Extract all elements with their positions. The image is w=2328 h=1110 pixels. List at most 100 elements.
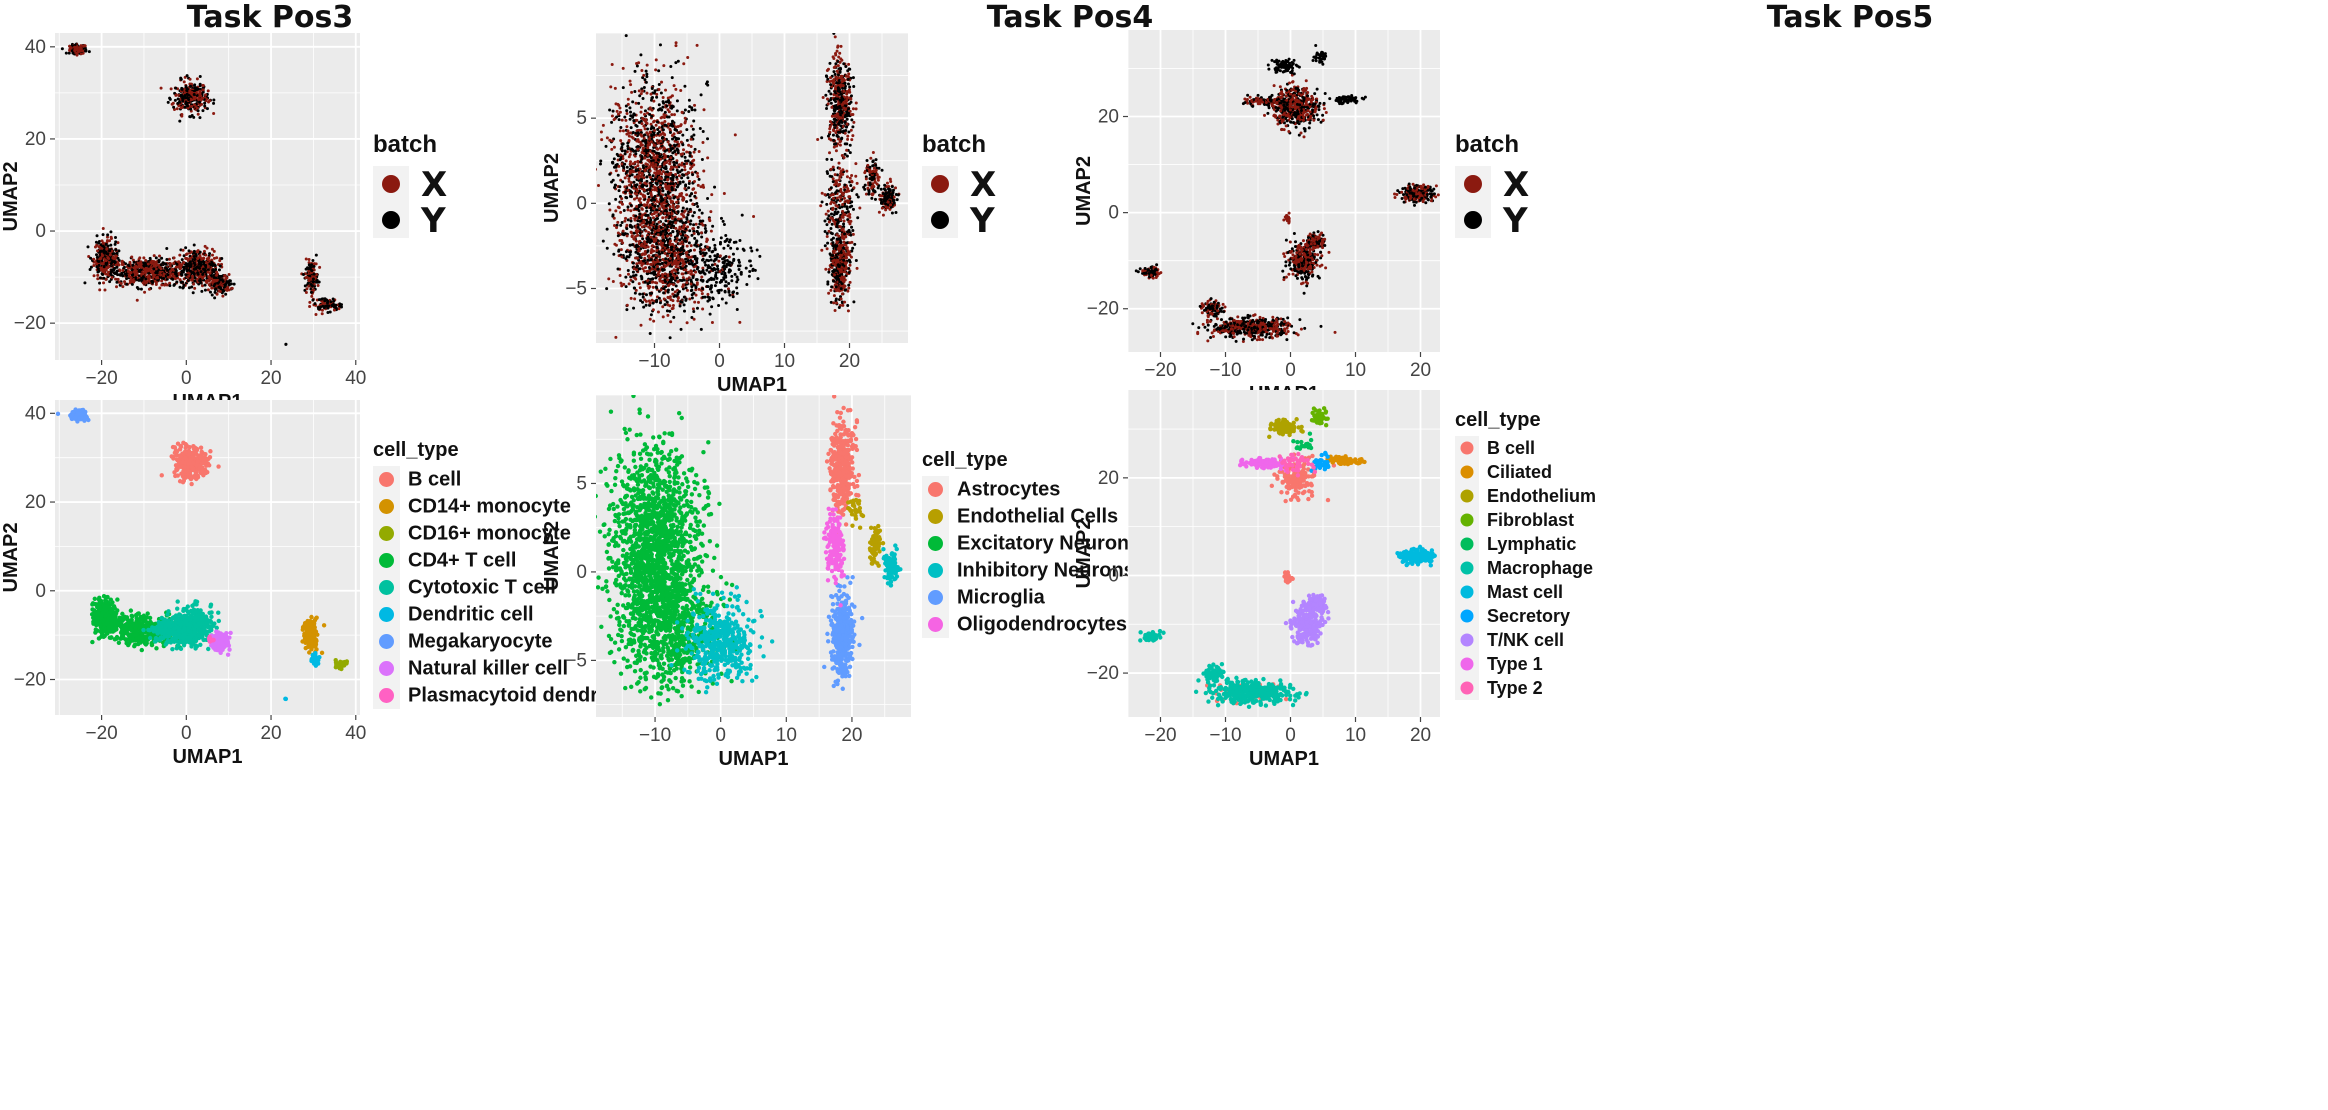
data-point [756,277,760,281]
data-point [132,260,136,264]
data-point [835,19,838,22]
data-point [661,315,665,319]
data-point [102,270,106,274]
x-tick-label: 0 [181,368,192,389]
data-point [728,293,732,297]
data-point [114,277,118,281]
data-point [828,151,832,155]
data-point [621,66,625,70]
data-point [825,69,829,73]
data-point [696,300,700,304]
data-point [682,295,686,299]
data-point [104,272,108,276]
data-point [833,35,837,39]
data-point [664,219,668,223]
data-point [849,184,853,188]
data-point [206,89,210,93]
data-point [642,85,646,89]
data-point [184,253,188,257]
data-point [658,255,662,259]
data-point [310,269,314,273]
data-point [158,265,162,269]
data-point [840,228,844,232]
data-point [617,118,621,122]
data-point [679,152,683,156]
data-point [193,257,197,261]
data-point [657,88,661,92]
data-point [184,246,188,250]
data-point [337,307,341,311]
data-point [116,256,120,260]
data-point [208,252,212,256]
data-point [164,266,168,270]
data-point [659,195,663,199]
data-point [637,198,641,202]
data-point [673,128,677,132]
data-point [666,140,670,144]
data-point [175,262,179,266]
data-point [208,262,212,266]
data-point [686,213,690,217]
data-point [717,259,721,263]
data-point [224,292,228,296]
data-point [748,269,752,273]
data-point [188,269,192,273]
data-point [188,77,192,81]
data-point [724,280,728,284]
data-point [663,123,667,127]
data-point [668,131,672,135]
data-point [648,173,652,177]
data-point [217,268,221,272]
data-point [304,290,308,294]
data-point [683,209,687,213]
data-point [709,229,713,233]
data-point [212,249,216,253]
data-point [154,267,158,271]
data-point [862,185,866,189]
data-point [609,85,613,89]
data-point [199,264,203,268]
data-point [691,214,695,218]
data-point [665,234,669,238]
data-point [701,257,705,261]
data-point [617,249,621,253]
data-point [170,102,174,106]
data-point [213,290,217,294]
data-point [167,257,171,261]
data-point [637,209,641,213]
data-point [101,233,105,237]
data-point [117,263,121,267]
data-point [701,130,705,134]
data-point [653,89,657,93]
data-point [176,101,180,105]
data-point [137,269,141,273]
data-point [607,277,611,281]
data-point [198,272,202,276]
data-point [198,116,202,120]
data-point [315,278,319,282]
data-point [323,299,327,303]
data-point [848,212,852,216]
data-point [319,305,323,309]
data-point [134,265,138,269]
data-point [152,269,156,273]
data-point [820,200,824,204]
data-point [612,145,616,149]
data-point [651,285,655,289]
data-point [851,134,855,138]
data-point [73,45,77,49]
data-point [314,312,318,316]
data-point [95,243,99,247]
data-point [307,261,311,265]
y-tick-label: 40 [25,37,46,58]
data-point [668,208,672,212]
data-point [642,136,646,140]
data-point [647,137,651,141]
x-tick-label: −10 [638,351,670,372]
data-point [203,263,207,267]
data-point [620,197,624,201]
data-point [829,227,833,231]
data-point [846,77,850,81]
data-point [136,261,140,265]
data-point [706,292,710,296]
